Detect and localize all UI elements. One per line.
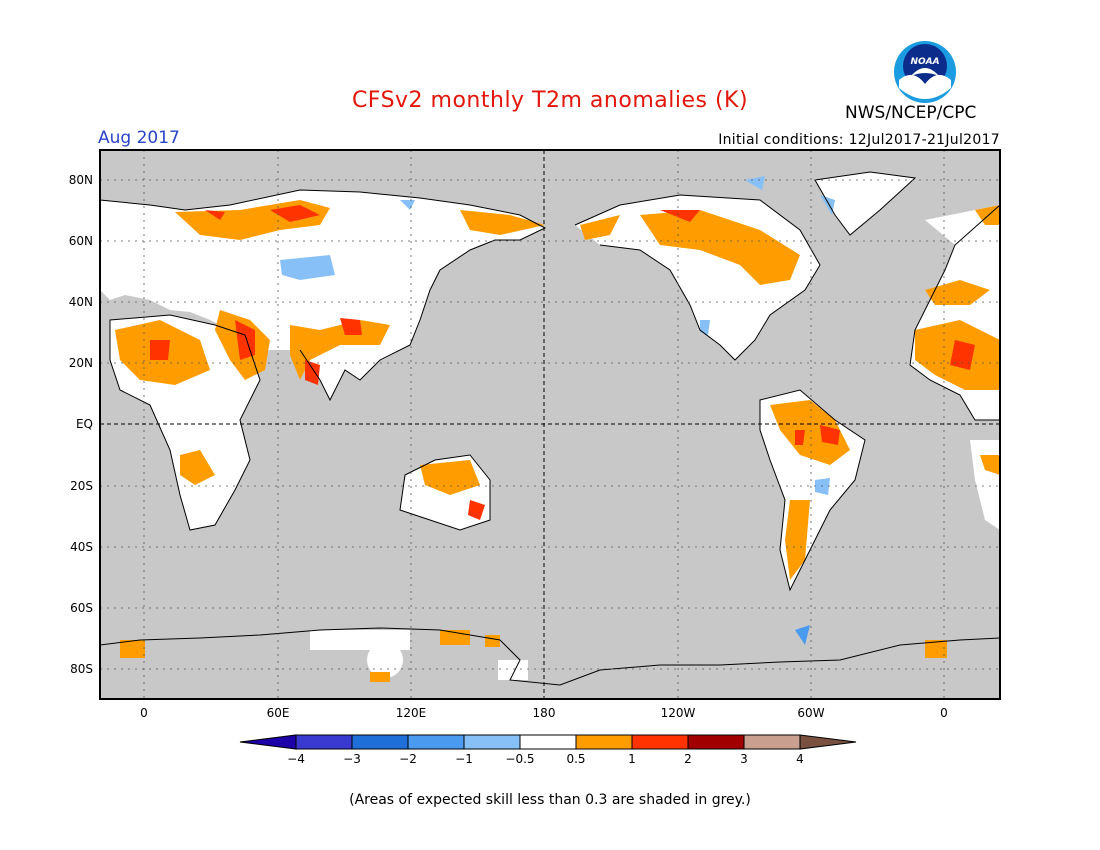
- map-title: CFSv2 monthly T2m anomalies (K): [351, 88, 749, 113]
- lat-label: 60S: [70, 601, 93, 615]
- colorbar-label: −2: [399, 752, 417, 766]
- lat-label: 40S: [70, 540, 93, 554]
- noaa-logo: NOAA: [894, 41, 956, 103]
- colorbar-label: 1: [628, 752, 636, 766]
- lon-label: 60E: [267, 706, 290, 720]
- lon-label: 0: [940, 706, 948, 720]
- cool-anomaly-layer: [280, 176, 835, 645]
- lat-axis: 80N 60N 40N 20N EQ 20S 40S 60S 80S: [69, 173, 93, 676]
- colorbar-label: −1: [455, 752, 473, 766]
- colorbar-swatch: [519, 734, 577, 750]
- colorbar-swatch: [687, 734, 745, 750]
- colorbar-labels: −4 −3 −2 −1 −0.5 0.5 1 2 3 4: [287, 752, 804, 766]
- colorbar-swatch: [351, 734, 409, 750]
- colorbar-label: 4: [796, 752, 804, 766]
- lon-label: 0: [140, 706, 148, 720]
- map-frame: [99, 149, 1001, 700]
- lat-label: 80S: [70, 662, 93, 676]
- lon-axis: 0 60E 120E 180 120W 60W 0: [140, 706, 948, 720]
- lat-label: 20S: [70, 479, 93, 493]
- organization-label: NWS/NCEP/CPC: [845, 103, 977, 123]
- initial-conditions-label: Initial conditions: 12Jul2017-21Jul2017: [718, 132, 1000, 148]
- colorbar: [239, 734, 857, 750]
- warm-anomaly-layer: [115, 200, 1000, 682]
- colorbar-label: −3: [343, 752, 361, 766]
- lat-label: 40N: [69, 295, 93, 309]
- skill-footnote: (Areas of expected skill less than 0.3 a…: [349, 792, 751, 808]
- colorbar-label: −0.5: [505, 752, 534, 766]
- lon-label: 120E: [396, 706, 427, 720]
- colorbar-label: 2: [684, 752, 692, 766]
- target-month-label: Aug 2017: [98, 128, 180, 148]
- colorbar-arrow-high: [799, 734, 857, 750]
- colorbar-arrow-low: [239, 734, 297, 750]
- colorbar-label: −4: [287, 752, 305, 766]
- colorbar-swatch: [631, 734, 689, 750]
- lon-label: 60W: [797, 706, 824, 720]
- colorbar-label: 3: [740, 752, 748, 766]
- colorbar-swatch: [463, 734, 521, 750]
- colorbar-swatch: [407, 734, 465, 750]
- colorbar-label: 0.5: [566, 752, 585, 766]
- logo-text: NOAA: [910, 57, 939, 67]
- lat-label: EQ: [76, 417, 93, 431]
- reference-lines: [100, 150, 1000, 699]
- coastlines: [99, 171, 1001, 686]
- lon-label: 120W: [661, 706, 696, 720]
- colorbar-swatch: [743, 734, 801, 750]
- lat-label: 80N: [69, 173, 93, 187]
- colorbar-swatch: [295, 734, 353, 750]
- colorbar-swatch: [575, 734, 633, 750]
- lat-label: 20N: [69, 356, 93, 370]
- lon-label: 180: [533, 706, 556, 720]
- lat-label: 60N: [69, 234, 93, 248]
